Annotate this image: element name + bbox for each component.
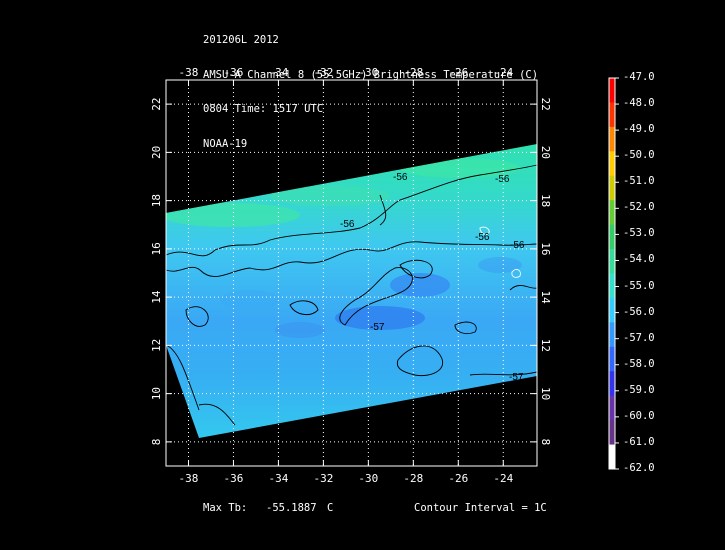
max-tb-label: Max Tb: [203,502,248,514]
colorbar-label: -61.0 [623,435,655,448]
y-tick-label-right: 16 [539,242,552,255]
colorbar-label: -54.0 [623,253,655,266]
colorbar-segment [609,151,615,177]
map-title: 201206L 2012 AMSU-A Channel 8 (55.5GHz) … [203,12,538,162]
colorbar-segment [609,297,615,323]
x-tick-label-bottom: -30 [358,472,378,485]
x-tick-label-bottom: -24 [493,472,513,485]
grid [166,80,537,466]
colorbar-segment [609,78,615,103]
colorbar-label: -57.0 [623,331,655,344]
colorbar [608,77,619,470]
colorbar-segment [609,420,615,446]
colorbar-segment [609,371,615,397]
x-tick-label-top: -34 [268,66,288,79]
colorbar-label: -62.0 [623,462,655,474]
title-line-time: 0804 Time: 1517 UTC [203,103,324,115]
x-tick-label-bottom: -38 [179,472,199,485]
x-tick-label-top: -28 [403,66,423,79]
title-line-channel: AMSU-A Channel 8 (55.5GHz) Brightness Te… [203,68,539,81]
x-tick-label-bottom: -36 [224,472,244,485]
contour-label: -56 [510,240,525,251]
colorbar-segment [609,346,615,372]
y-tick-label-left: 18 [150,194,163,207]
max-tb-value: -55.1887 [266,502,317,514]
x-tick-label-bottom: -26 [448,472,468,485]
colorbar-segment [609,273,615,299]
y-tick-label-left: 8 [150,439,163,446]
contour-interval: Contour Interval = 1C [414,502,547,514]
colorbar-label: -48.0 [623,97,655,110]
colorbar-label: -53.0 [623,227,655,240]
colorbar-label: -49.0 [623,123,655,136]
y-tick-label-right: 8 [539,439,552,446]
x-tick-label-top: -32 [313,66,333,79]
colorbar-label: -60.0 [623,409,655,422]
y-tick-label-left: 12 [150,339,163,352]
contour-label: -57 [509,372,524,383]
contour-lines [165,164,538,426]
colorbar-label: -47.0 [623,71,655,83]
y-tick-label-left: 14 [150,290,163,304]
title-line-satellite: NOAA-19 [203,137,248,150]
x-tick-label-bottom: -32 [313,472,333,485]
x-tick-label-top: -38 [179,66,199,79]
colorbar-segment [609,175,615,201]
y-tick-label-right: 12 [539,339,552,352]
colorbar-segment [609,200,615,226]
title-line-storm: 201206L 2012 [203,34,279,46]
colorbar-label: -58.0 [623,357,655,370]
colorbar-segment [609,102,615,128]
y-tick-label-left: 20 [150,146,163,159]
colorbar-segment [609,395,615,421]
y-tick-label-right: 18 [539,194,552,207]
colorbar-frame [608,77,616,470]
y-tick-label-right: 20 [539,146,552,159]
colorbar-label: -50.0 [623,149,655,162]
colorbar-segment [609,126,615,152]
contour-label-group: -56 -56 -56 -56 -56 -57 -57 [340,172,525,383]
x-tick-label-top: -26 [448,66,468,79]
x-tick-label-top: -30 [358,66,378,79]
contour-label: -56 [495,174,510,185]
y-tick-label-left: 22 [150,98,163,111]
colorbar-label: -56.0 [623,305,655,318]
contour-label: -56 [475,232,490,243]
colorbar-label: -55.0 [623,279,655,292]
y-tick-label-left: 10 [150,387,163,400]
y-tick-label-left: 16 [150,242,163,255]
axis-ticks: -38 -38 -36 -36 -34 -34 -32 -32 -30 -30 -28 -28 -26 -… [150,66,552,485]
contour-label: -56 [340,219,355,230]
x-tick-label-top: -36 [224,66,244,79]
colorbar-segment [609,322,615,348]
max-tb-unit: C [327,502,334,514]
colorbar-label: -59.0 [623,383,655,396]
colorbar-label: -52.0 [623,201,655,214]
white-contours [479,226,521,278]
y-tick-label-right: 22 [539,98,552,111]
colorbar-segment [609,224,615,250]
map-frame [165,79,538,467]
colorbar-segment [609,249,615,274]
y-tick-label-right: 10 [539,387,552,400]
colorbar-segment [609,444,615,470]
colorbar-label: -51.0 [623,175,655,188]
y-tick-label-right: 14 [539,291,552,305]
contour-label: -57 [370,322,385,333]
x-tick-label-bottom: -34 [268,472,288,485]
contour-label: -56 [393,172,408,183]
x-tick-label-top: -24 [493,66,513,79]
x-tick-label-bottom: -28 [403,472,423,485]
